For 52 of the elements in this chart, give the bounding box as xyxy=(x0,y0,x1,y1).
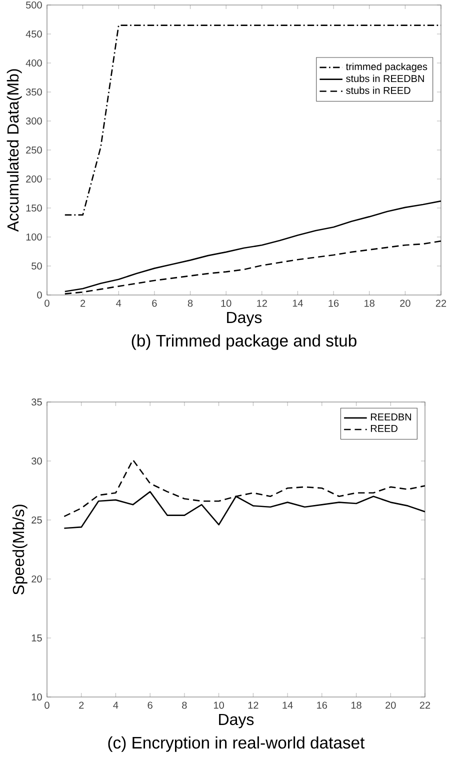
x-tick-label: 6 xyxy=(152,300,157,307)
y-tick-label: 500 xyxy=(26,1,42,9)
x-tick-label: 2 xyxy=(80,300,86,307)
x-tick-label: 12 xyxy=(248,702,258,709)
y-tick-label: 250 xyxy=(26,146,42,154)
y-tick-label: 200 xyxy=(26,175,42,183)
x-tick-label: 16 xyxy=(328,300,339,307)
x-tick-label: 6 xyxy=(148,702,152,709)
x-axis-title: Days xyxy=(219,714,254,728)
legend-label: REEDBN xyxy=(370,414,411,420)
x-tick-label: 2 xyxy=(79,702,84,709)
x-tick-label: 4 xyxy=(116,300,122,307)
y-tick-label: 25 xyxy=(32,516,42,524)
x-tick-label: 10 xyxy=(221,300,232,307)
x-tick-label: 8 xyxy=(188,300,193,307)
x-tick-label: 14 xyxy=(292,300,303,307)
x-tick-label: 4 xyxy=(113,702,118,709)
x-tick-label: 18 xyxy=(364,300,374,307)
x-tick-label: 0 xyxy=(44,702,50,709)
x-tick-label: 16 xyxy=(317,702,328,709)
legend-label: trimmed packages xyxy=(346,62,428,72)
y-tick-label: 450 xyxy=(26,30,42,38)
text: (c) Encryption in real-world dataset xyxy=(108,736,365,752)
y-tick-label: 30 xyxy=(32,457,42,465)
legend-label: stubs in REEDBN xyxy=(346,74,424,82)
y-tick-label: 50 xyxy=(32,262,42,270)
x-tick-label: 20 xyxy=(400,300,410,307)
y-tick-label: 10 xyxy=(32,693,42,701)
x-axis-title: Days xyxy=(227,312,262,326)
x-tick-label: 10 xyxy=(214,702,224,709)
x-tick-label: 8 xyxy=(182,702,187,709)
x-tick-label: 14 xyxy=(282,702,293,709)
y-tick-label: 100 xyxy=(26,233,42,241)
y-tick-label: 400 xyxy=(26,59,42,67)
x-tick-label: 12 xyxy=(257,300,267,307)
y-axis-title: Speed(Mb/s) xyxy=(12,504,28,595)
y-tick-label: 35 xyxy=(32,398,42,406)
legend-label: stubs in REED xyxy=(346,86,410,94)
legend-label: REED xyxy=(370,425,398,432)
x-tick-label: 22 xyxy=(436,300,446,307)
x-tick-label: 0 xyxy=(44,300,50,307)
y-tick-label: 350 xyxy=(26,88,42,96)
x-tick-label: 22 xyxy=(420,702,430,709)
y-tick-label: 20 xyxy=(32,575,42,583)
y-tick-label: 150 xyxy=(26,204,42,212)
y-axis-title: Accumulated Data(Mb) xyxy=(6,69,22,232)
y-tick-label: 300 xyxy=(26,117,42,125)
y-tick-label: 0 xyxy=(37,291,42,299)
x-tick-label: 18 xyxy=(351,702,362,709)
text: (b) Trimmed package and stub xyxy=(132,334,356,350)
x-tick-label: 20 xyxy=(386,702,396,709)
y-tick-label: 15 xyxy=(32,634,42,642)
